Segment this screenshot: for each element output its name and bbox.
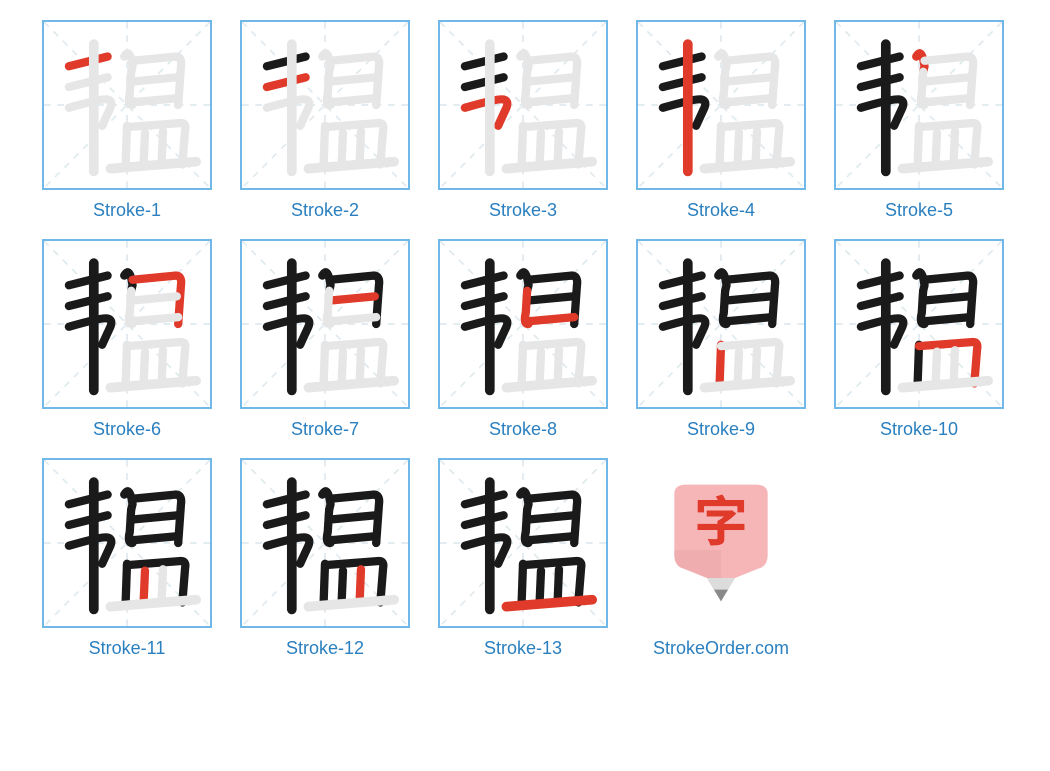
stroke-label: Stroke-12 bbox=[286, 638, 364, 659]
stroke-tile bbox=[438, 239, 608, 409]
stroke-tile bbox=[42, 239, 212, 409]
stroke-label: Stroke-5 bbox=[885, 200, 953, 221]
stroke-cell: Stroke-6 bbox=[28, 239, 226, 440]
stroke-label: Stroke-10 bbox=[880, 419, 958, 440]
stroke-label: Stroke-8 bbox=[489, 419, 557, 440]
stroke-label: Stroke-13 bbox=[484, 638, 562, 659]
stroke-cell: Stroke-13 bbox=[424, 458, 622, 659]
stroke-label: Stroke-3 bbox=[489, 200, 557, 221]
stroke-cell: Stroke-11 bbox=[28, 458, 226, 659]
site-cell: 字 StrokeOrder.com bbox=[622, 458, 820, 659]
stroke-tile bbox=[240, 239, 410, 409]
stroke-cell: Stroke-9 bbox=[622, 239, 820, 440]
stroke-tile bbox=[42, 20, 212, 190]
stroke-cell: Stroke-2 bbox=[226, 20, 424, 221]
stroke-tile bbox=[42, 458, 212, 628]
stroke-label: Stroke-9 bbox=[687, 419, 755, 440]
stroke-tile bbox=[834, 239, 1004, 409]
stroke-label: Stroke-11 bbox=[89, 638, 166, 659]
stroke-label: Stroke-4 bbox=[687, 200, 755, 221]
stroke-tile bbox=[240, 458, 410, 628]
stroke-tile bbox=[636, 20, 806, 190]
stroke-tile bbox=[438, 458, 608, 628]
stroke-tile bbox=[834, 20, 1004, 190]
stroke-tile bbox=[636, 239, 806, 409]
svg-text:字: 字 bbox=[694, 480, 748, 557]
stroke-cell: Stroke-3 bbox=[424, 20, 622, 221]
stroke-cell: Stroke-4 bbox=[622, 20, 820, 221]
stroke-tile bbox=[240, 20, 410, 190]
stroke-cell: Stroke-5 bbox=[820, 20, 1018, 221]
stroke-label: Stroke-1 bbox=[93, 200, 161, 221]
stroke-label: Stroke-7 bbox=[291, 419, 359, 440]
stroke-cell: Stroke-7 bbox=[226, 239, 424, 440]
stroke-tile bbox=[438, 20, 608, 190]
stroke-cell: Stroke-12 bbox=[226, 458, 424, 659]
site-name: StrokeOrder.com bbox=[653, 638, 789, 659]
stroke-cell: Stroke-1 bbox=[28, 20, 226, 221]
site-logo: 字 bbox=[636, 458, 806, 628]
stroke-label: Stroke-6 bbox=[93, 419, 161, 440]
stroke-cell: Stroke-10 bbox=[820, 239, 1018, 440]
stroke-label: Stroke-2 bbox=[291, 200, 359, 221]
stroke-grid: Stroke-1 Stroke-2 Stroke-3 bbox=[28, 20, 1022, 677]
stroke-cell: Stroke-8 bbox=[424, 239, 622, 440]
